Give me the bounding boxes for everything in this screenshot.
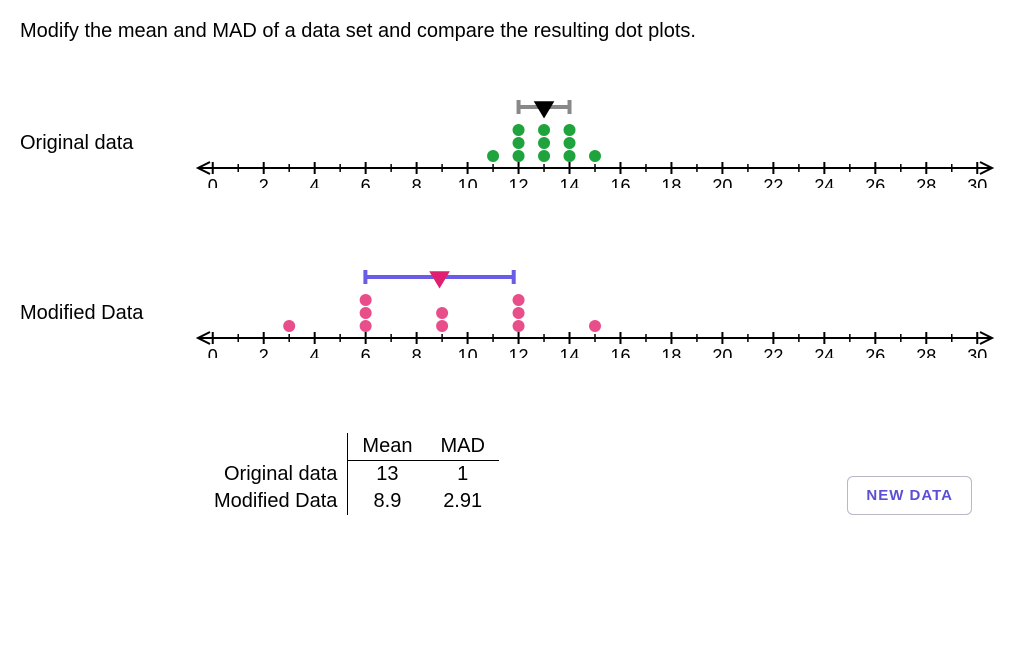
axis-tick-label: 18 (661, 176, 681, 188)
data-dot (360, 307, 372, 319)
data-dot (538, 150, 550, 162)
data-dot (360, 294, 372, 306)
table-row: Modified Data 8.9 2.91 (200, 488, 499, 515)
axis-tick-label: 22 (763, 176, 783, 188)
axis-tick-label: 10 (458, 346, 478, 358)
axis-tick-label: 12 (509, 346, 529, 358)
plot-label: Modified Data (20, 302, 185, 325)
instruction-text: Modify the mean and MAD of a data set an… (20, 20, 1012, 43)
axis-tick-label: 0 (208, 346, 218, 358)
data-dot (564, 124, 576, 136)
dot-plot: 024681012141618202224262830 (185, 93, 1005, 193)
bottom-row: Mean MAD Original data 13 1 Modified Dat… (20, 433, 1012, 515)
row-label: Original data (200, 461, 348, 489)
axis-tick-label: 6 (361, 176, 371, 188)
cell-mean: 13 (348, 461, 427, 489)
data-dot (589, 320, 601, 332)
data-dot (589, 150, 601, 162)
axis-tick-label: 18 (661, 346, 681, 358)
axis-tick-label: 8 (412, 176, 422, 188)
mean-triangle-icon[interactable] (431, 272, 449, 287)
data-dot (487, 150, 499, 162)
data-dot (513, 320, 525, 332)
axis-tick-label: 2 (259, 176, 269, 188)
plots-container: Original data 02468101214161820222426283… (20, 93, 1012, 363)
new-data-button[interactable]: NEW DATA (847, 476, 972, 515)
data-dot (513, 124, 525, 136)
data-dot (538, 137, 550, 149)
axis-tick-label: 24 (814, 176, 834, 188)
data-dot (360, 320, 372, 332)
data-dot (436, 307, 448, 319)
data-dot (513, 150, 525, 162)
cell-mad: 2.91 (426, 488, 498, 515)
col-mean: Mean (348, 433, 427, 461)
axis-tick-label: 30 (967, 176, 987, 188)
axis-tick-label: 16 (610, 176, 630, 188)
data-dot (513, 294, 525, 306)
axis-tick-label: 28 (916, 176, 936, 188)
stats-table: Mean MAD Original data 13 1 Modified Dat… (200, 433, 499, 515)
axis-tick-label: 6 (361, 346, 371, 358)
axis-tick-label: 22 (763, 346, 783, 358)
axis-tick-label: 2 (259, 346, 269, 358)
table-row: Original data 13 1 (200, 461, 499, 489)
axis-tick-label: 10 (458, 176, 478, 188)
axis-tick-label: 14 (560, 346, 580, 358)
data-dot (564, 150, 576, 162)
cell-mean: 8.9 (348, 488, 427, 515)
cell-mad: 1 (426, 461, 498, 489)
plot-label: Original data (20, 132, 185, 155)
data-dot (513, 137, 525, 149)
data-dot (513, 307, 525, 319)
data-dot (538, 124, 550, 136)
axis-tick-label: 28 (916, 346, 936, 358)
data-dot (564, 137, 576, 149)
axis-tick-label: 20 (712, 346, 732, 358)
col-mad: MAD (426, 433, 498, 461)
data-dot (283, 320, 295, 332)
axis-tick-label: 30 (967, 346, 987, 358)
axis-tick-label: 0 (208, 176, 218, 188)
axis-tick-label: 20 (712, 176, 732, 188)
axis-tick-label: 8 (412, 346, 422, 358)
axis-tick-label: 4 (310, 176, 320, 188)
axis-tick-label: 26 (865, 176, 885, 188)
dot-plot: 024681012141618202224262830 (185, 263, 1005, 363)
axis-tick-label: 14 (560, 176, 580, 188)
axis-tick-label: 12 (509, 176, 529, 188)
data-dot (436, 320, 448, 332)
axis-tick-label: 4 (310, 346, 320, 358)
axis-tick-label: 26 (865, 346, 885, 358)
plot-row: Modified Data 02468101214161820222426283… (20, 263, 1012, 363)
row-label: Modified Data (200, 488, 348, 515)
plot-row: Original data 02468101214161820222426283… (20, 93, 1012, 193)
mean-triangle-icon[interactable] (535, 102, 553, 117)
axis-tick-label: 16 (610, 346, 630, 358)
axis-tick-label: 24 (814, 346, 834, 358)
